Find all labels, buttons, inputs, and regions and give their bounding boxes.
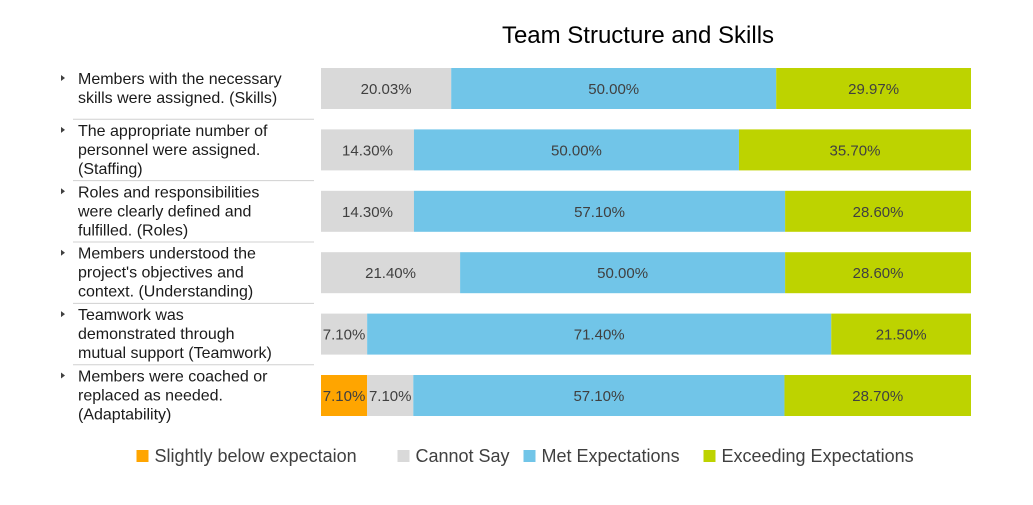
- legend-swatch: [397, 450, 410, 462]
- legend-item: Met Expectations: [523, 446, 680, 466]
- data-label: 50.00%: [588, 81, 639, 98]
- category-label-line: (Staffing): [78, 161, 143, 178]
- category-label-line: mutual support (Teamwork): [78, 345, 272, 362]
- legend-label: Cannot Say: [416, 446, 510, 466]
- bar-segment: [321, 313, 368, 355]
- chart-title: Team Structure and Skills: [502, 22, 774, 49]
- bullet-icon: [61, 311, 65, 318]
- data-label: 50.00%: [597, 265, 648, 282]
- bar-segment: [413, 375, 785, 416]
- category-label-line: The appropriate number of: [78, 123, 268, 140]
- legend-label: Met Expectations: [542, 446, 680, 466]
- legend-label: Slightly below expectaion: [155, 446, 357, 466]
- category-label-line: personnel were assigned.: [78, 142, 260, 159]
- category-label: Teamwork was demonstrated through mutual s…: [61, 307, 272, 362]
- bar-segment: [367, 313, 832, 355]
- bar-segment: [776, 68, 971, 109]
- bar-segment: [321, 375, 368, 416]
- bar-segment: [413, 129, 739, 171]
- bar-segment: [451, 68, 777, 109]
- category-label-line: replaced as needed.: [78, 388, 223, 405]
- category-label-line: Roles and responsibilities: [78, 184, 259, 201]
- bar-segment: [460, 252, 786, 294]
- legend-item: Slightly below expectaion: [136, 446, 357, 466]
- legend-swatch: [523, 450, 536, 462]
- category-label-line: Members with the necessary: [78, 71, 282, 88]
- category-label-line: were clearly defined and: [77, 203, 251, 220]
- bar-segment: [321, 252, 461, 294]
- category-label: Roles and responsibilities were clearly d…: [61, 184, 259, 239]
- legend-item: Exceeding Expectations: [703, 446, 914, 466]
- bullet-icon: [61, 188, 65, 195]
- category-label: Members were coached or replaced as neede…: [61, 369, 268, 424]
- category-label-line: Members were coached or: [78, 369, 268, 386]
- category-label: Members understood the project's objectiv…: [61, 246, 256, 301]
- legend-label: Exceeding Expectations: [722, 446, 914, 466]
- bar-segment: [321, 129, 414, 171]
- bar-segment: [785, 252, 971, 294]
- bars: 20.03% 50.00% 29.97% 14.30% 50.00% 35.70% 14.3…: [321, 68, 971, 416]
- category-labels: Members with the necessary skills were as…: [61, 71, 314, 424]
- bar-segment: [413, 190, 786, 232]
- category-label-line: Members understood the: [78, 246, 256, 263]
- legend-item: Cannot Say: [397, 446, 510, 466]
- bar-segment: [367, 375, 414, 416]
- data-label: 50.00%: [551, 142, 602, 159]
- data-label: 28.60%: [853, 265, 904, 282]
- data-label: 29.97%: [848, 81, 899, 98]
- bar-segment: [785, 190, 971, 232]
- category-label: Members with the necessary skills were as…: [61, 71, 282, 107]
- legend-swatch: [136, 450, 149, 462]
- data-label: 71.40%: [574, 327, 625, 344]
- bullet-icon: [61, 372, 65, 379]
- data-label: 14.30%: [342, 142, 393, 159]
- category-label-line: demonstrated through: [78, 326, 235, 343]
- data-label: 20.03%: [361, 81, 412, 98]
- data-label: 35.70%: [830, 142, 881, 159]
- legend: Slightly below expectaion Cannot Say Met E…: [136, 446, 914, 466]
- data-label: 57.10%: [573, 388, 624, 405]
- category-label-line: project's objectives and: [78, 265, 244, 282]
- data-label: 21.40%: [365, 265, 416, 282]
- category-label-line: Teamwork was: [78, 307, 184, 324]
- bar-segment: [784, 375, 971, 416]
- bar-segment: [738, 129, 971, 171]
- bar-segment: [831, 313, 971, 355]
- data-label: 7.10%: [323, 327, 366, 344]
- data-label: 28.70%: [852, 388, 903, 405]
- data-label: 7.10%: [323, 388, 366, 405]
- data-label: 7.10%: [369, 388, 412, 405]
- category-label-line: skills were assigned. (Skills): [78, 90, 277, 107]
- bullet-icon: [61, 75, 65, 81]
- category-label-line: context. (Understanding): [78, 284, 253, 301]
- data-label: 14.30%: [342, 204, 393, 221]
- category-label-line: fulfilled. (Roles): [78, 222, 188, 239]
- bar-segment: [321, 190, 414, 232]
- data-label: 28.60%: [853, 204, 904, 221]
- bar-segment: [321, 68, 452, 109]
- bullet-icon: [61, 249, 65, 256]
- bullet-icon: [61, 126, 65, 133]
- category-label-line: (Adaptability): [78, 407, 171, 424]
- category-label: The appropriate number of personnel were …: [61, 123, 268, 178]
- legend-swatch: [703, 450, 716, 462]
- data-label: 21.50%: [876, 327, 927, 344]
- data-label: 57.10%: [574, 204, 625, 221]
